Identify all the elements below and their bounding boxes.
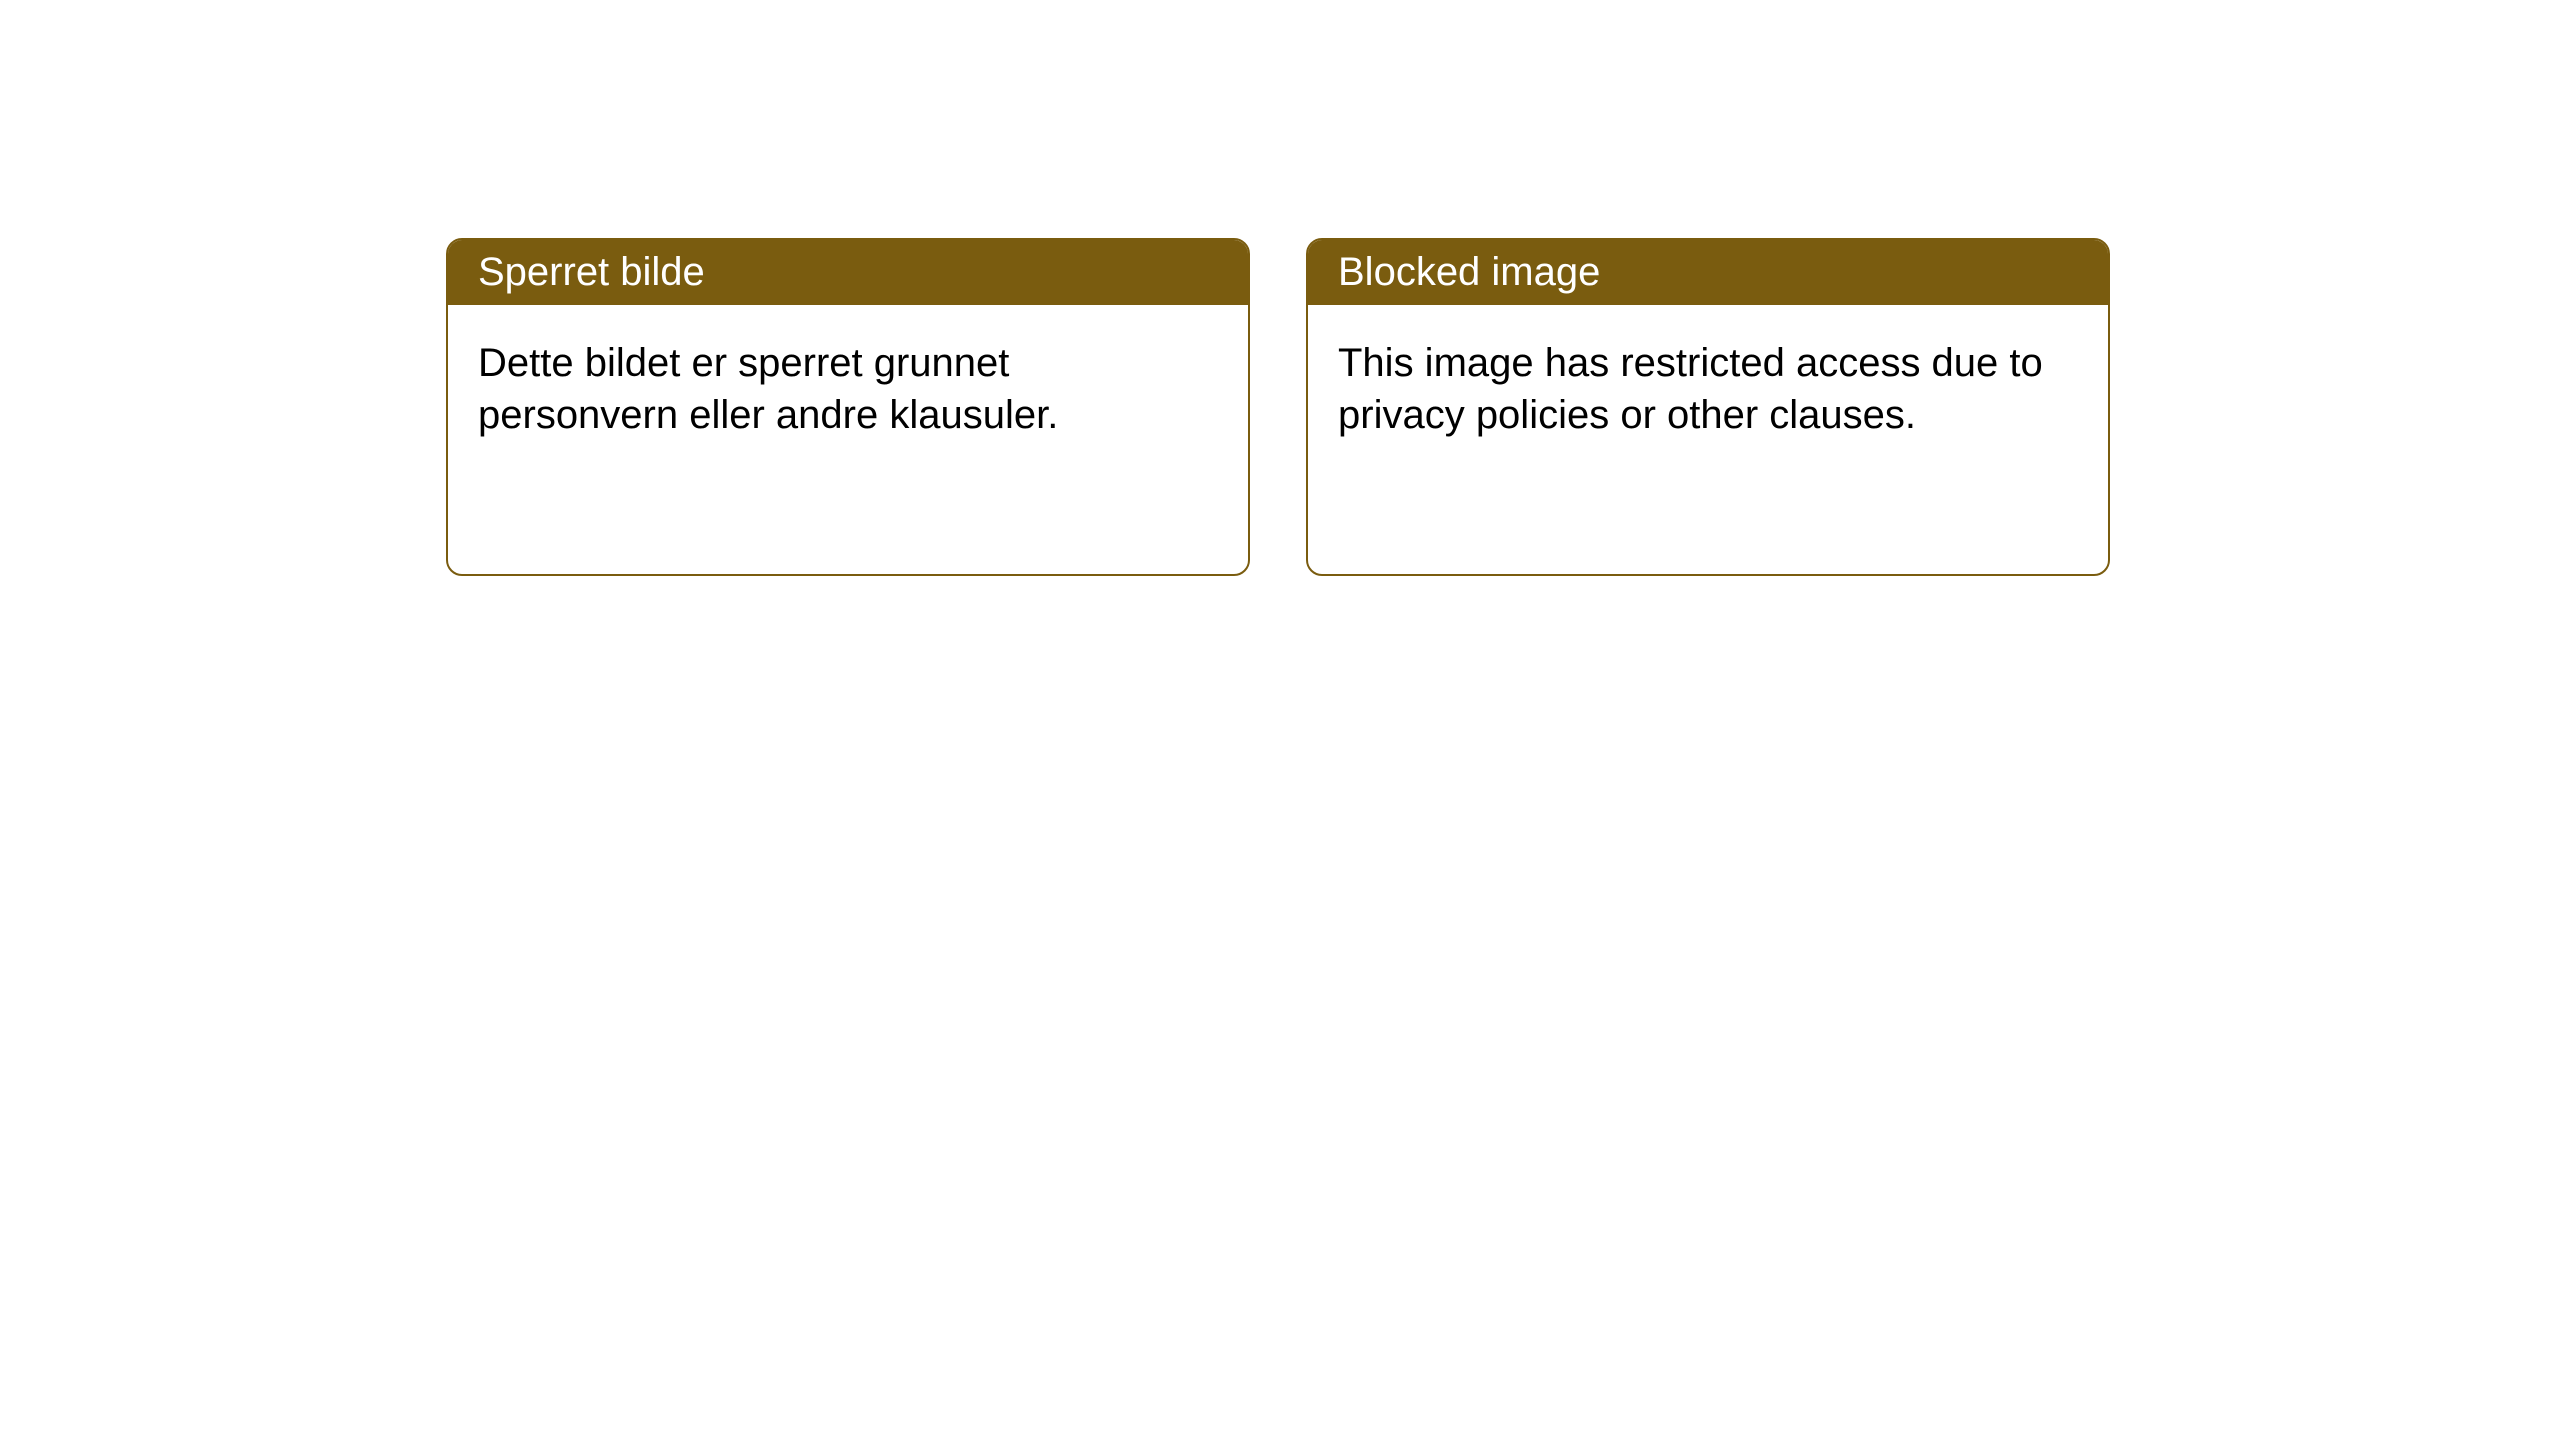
notice-title: Sperret bilde [448, 240, 1248, 305]
notice-card-english: Blocked image This image has restricted … [1306, 238, 2110, 576]
notice-card-norwegian: Sperret bilde Dette bildet er sperret gr… [446, 238, 1250, 576]
notice-body: Dette bildet er sperret grunnet personve… [448, 305, 1248, 473]
notice-title: Blocked image [1308, 240, 2108, 305]
notice-container: Sperret bilde Dette bildet er sperret gr… [0, 0, 2560, 576]
notice-body: This image has restricted access due to … [1308, 305, 2108, 473]
